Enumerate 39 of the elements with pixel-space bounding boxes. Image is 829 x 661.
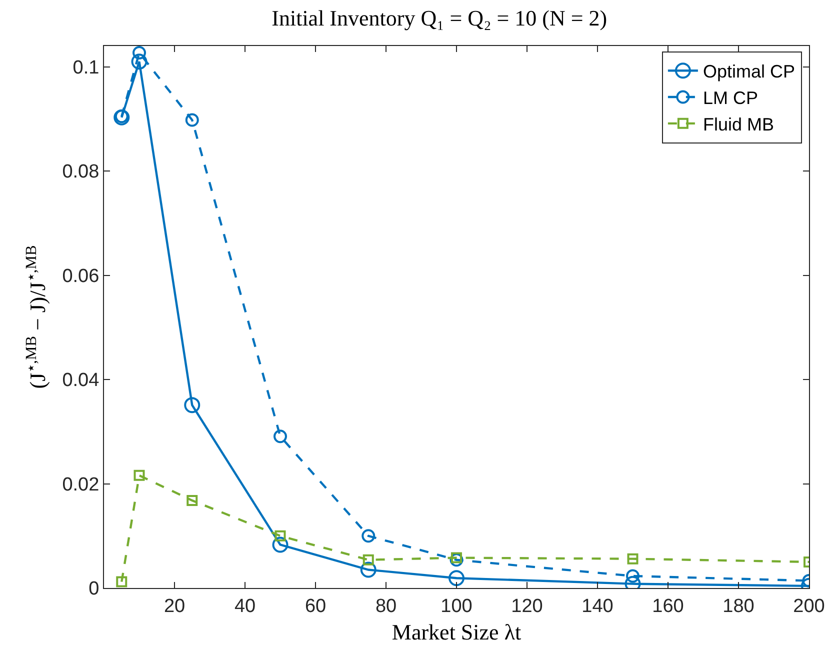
point	[185, 113, 199, 127]
legend-label: LM CP	[702, 88, 758, 108]
x-tick-label: 200	[793, 596, 825, 617]
point	[451, 552, 462, 564]
legend-label: Optimal CP	[702, 62, 795, 82]
y-tick-label: 0.02	[62, 474, 100, 496]
point	[360, 562, 376, 578]
point	[132, 46, 146, 60]
y-tick-label: 0.08	[62, 162, 100, 183]
point	[274, 530, 286, 542]
point	[131, 54, 148, 70]
x-tick-label: 60	[304, 596, 326, 617]
point	[362, 554, 374, 566]
chart-title: Initial Inventory Q₁ = Q₂ = 10 (N = 2)	[272, 5, 608, 30]
x-tick-label: 80	[375, 596, 397, 617]
point	[184, 397, 200, 414]
y-tick-label: 0.04	[62, 370, 100, 392]
x-tick-label: 160	[652, 596, 684, 617]
x-tick-label: 40	[234, 596, 256, 617]
y-tick-label: 0	[88, 578, 100, 600]
point	[362, 529, 376, 543]
y-tick-label: 0.06	[62, 266, 100, 287]
x-tick-label: 100	[440, 596, 472, 617]
point	[627, 553, 638, 564]
legend-label: Fluid MB	[702, 114, 774, 134]
x-tick-label: 20	[164, 596, 186, 617]
point	[448, 570, 464, 586]
point	[450, 553, 464, 567]
x-axis-title: Market Size λt	[392, 620, 522, 645]
point	[116, 576, 128, 588]
point	[186, 494, 198, 506]
x-tick-label: 180	[722, 596, 754, 617]
point	[626, 569, 640, 583]
point	[134, 470, 145, 481]
x-tick-label: 140	[582, 596, 614, 617]
y-tick-label: 0.1	[72, 58, 100, 78]
x-tick-label: 120	[511, 596, 543, 617]
point	[274, 430, 287, 444]
point	[272, 536, 288, 553]
